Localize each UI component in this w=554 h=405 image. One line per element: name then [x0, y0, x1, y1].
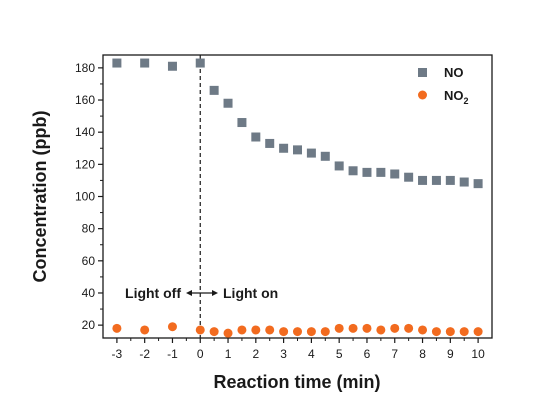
data-point: [112, 59, 121, 68]
x-tick-label: -1: [167, 347, 178, 361]
data-point: [307, 149, 316, 158]
data-point: [140, 59, 149, 68]
data-point: [293, 327, 302, 336]
x-tick-label: 3: [280, 347, 287, 361]
data-point: [390, 169, 399, 178]
y-tick-label: 180: [75, 61, 95, 75]
data-point: [112, 324, 121, 333]
data-point: [307, 327, 316, 336]
data-point: [432, 327, 441, 336]
x-tick-label: -3: [112, 347, 123, 361]
data-point: [210, 327, 219, 336]
legend: NO NO2: [418, 65, 469, 106]
series-no2: [112, 322, 482, 337]
data-point: [349, 324, 358, 333]
annotation-light-on: Light on: [223, 285, 278, 301]
data-point: [376, 168, 385, 177]
data-point: [349, 166, 358, 175]
data-point: [460, 327, 469, 336]
data-point: [335, 324, 344, 333]
x-tick-label: 2: [252, 347, 259, 361]
y-tick-label: 120: [75, 157, 95, 171]
double-arrow-icon: [186, 290, 218, 296]
legend-label-no: NO: [444, 65, 464, 80]
data-point: [404, 324, 413, 333]
y-tick-label: 100: [75, 190, 95, 204]
data-point: [210, 86, 219, 95]
data-point: [321, 327, 330, 336]
x-tick-label: 0: [197, 347, 204, 361]
data-point: [446, 327, 455, 336]
data-point: [418, 325, 427, 334]
data-point: [224, 329, 233, 338]
data-point: [265, 139, 274, 148]
data-point: [460, 178, 469, 187]
series-no: [112, 59, 482, 189]
y-tick-label: 80: [82, 222, 96, 236]
x-tick-label: -2: [139, 347, 150, 361]
y-tick-label: 40: [82, 286, 96, 300]
data-point: [279, 144, 288, 153]
legend-marker-no2: [418, 91, 427, 100]
data-point: [446, 176, 455, 185]
data-point: [196, 325, 205, 334]
data-point: [140, 325, 149, 334]
data-point: [237, 325, 246, 334]
x-tick-label: 9: [447, 347, 454, 361]
x-tick-label: 7: [391, 347, 398, 361]
y-tick-label: 160: [75, 93, 95, 107]
data-point: [474, 327, 483, 336]
data-point: [279, 327, 288, 336]
x-axis-title: Reaction time (min): [213, 372, 380, 392]
data-point: [418, 176, 427, 185]
legend-label-no2: NO2: [444, 88, 469, 106]
y-tick-label: 140: [75, 125, 95, 139]
data-point: [362, 168, 371, 177]
data-point: [196, 59, 205, 68]
data-point: [251, 133, 260, 142]
legend-marker-no: [418, 68, 427, 77]
legend-label-no2-subscript: 2: [464, 96, 469, 106]
legend-label-no2-base: NO: [444, 88, 464, 103]
data-point: [224, 99, 233, 108]
data-point: [168, 62, 177, 71]
x-tick-label: 6: [364, 347, 371, 361]
y-tick-label: 20: [82, 318, 96, 332]
data-point: [321, 152, 330, 161]
x-tick-label: 5: [336, 347, 343, 361]
data-point: [376, 325, 385, 334]
y-tick-label: 60: [82, 254, 96, 268]
data-point: [390, 324, 399, 333]
axis-ticks: -3 -2 -1 0 1 2 3 4 5 6 7 8 9 10 20 40 60 80 100 120 140 160 18…: [75, 61, 485, 361]
data-point: [251, 325, 260, 334]
data-point: [335, 161, 344, 170]
data-point: [362, 324, 371, 333]
data-point: [265, 325, 274, 334]
data-point: [432, 176, 441, 185]
data-point: [168, 322, 177, 331]
y-axis-title: Concentration (ppb): [30, 111, 50, 283]
x-tick-label: 10: [471, 347, 485, 361]
x-tick-label: 1: [225, 347, 232, 361]
x-tick-label: 8: [419, 347, 426, 361]
data-point: [293, 145, 302, 154]
data-point: [237, 118, 246, 127]
annotation-light-off: Light off: [125, 285, 181, 301]
data-point: [404, 173, 413, 182]
x-tick-label: 4: [308, 347, 315, 361]
data-point: [474, 179, 483, 188]
